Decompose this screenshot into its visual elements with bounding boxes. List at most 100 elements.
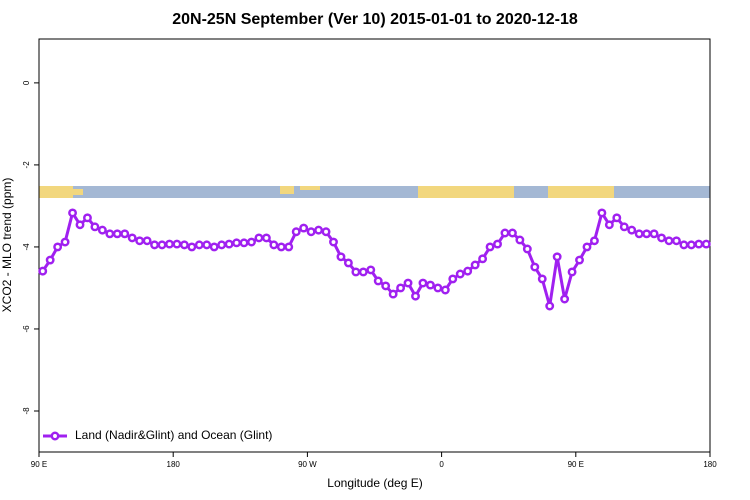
data-point — [269, 240, 279, 250]
data-point — [53, 242, 63, 252]
data-point — [388, 289, 398, 299]
data-point — [254, 233, 264, 243]
data-point — [366, 265, 376, 275]
data-point — [545, 301, 555, 311]
x-tick-label: 90 E — [31, 460, 47, 469]
data-point — [112, 229, 122, 239]
y-tick-label: -8 — [22, 407, 31, 415]
data-point — [560, 294, 570, 304]
data-point — [418, 278, 428, 288]
plot-frame — [38, 38, 711, 453]
data-point — [634, 229, 644, 239]
data-point — [455, 269, 465, 279]
data-point — [314, 225, 324, 235]
data-point — [537, 274, 547, 284]
data-point — [478, 254, 488, 264]
data-point — [672, 236, 681, 246]
data-point — [694, 239, 704, 249]
data-point — [686, 240, 696, 250]
data-point — [209, 242, 219, 252]
data-point — [202, 240, 212, 250]
data-point — [306, 227, 316, 237]
y-tick-label: -2 — [22, 161, 31, 169]
data-point — [217, 240, 227, 250]
data-point — [619, 222, 629, 232]
chart-title: 20N-25N September (Ver 10) 2015-01-01 to… — [172, 11, 578, 28]
data-point — [582, 242, 592, 252]
data-point — [485, 242, 495, 252]
data-point — [343, 258, 353, 268]
data-point — [97, 225, 107, 235]
data-point — [515, 235, 525, 245]
data-point — [642, 229, 652, 239]
data-point — [381, 281, 391, 291]
data-point — [351, 267, 361, 277]
data-point — [239, 238, 249, 248]
data-point — [75, 220, 85, 230]
data-point — [440, 285, 450, 295]
data-point — [179, 240, 189, 250]
data-point — [299, 223, 309, 233]
x-tick-label: 180 — [703, 460, 717, 469]
x-tick-label: 0 — [439, 460, 444, 469]
data-point — [194, 240, 204, 250]
data-point — [604, 220, 614, 230]
data-point — [448, 274, 458, 284]
data-point — [284, 242, 294, 252]
x-tick-label: 90 E — [568, 460, 584, 469]
data-point — [135, 236, 145, 246]
data-point — [329, 237, 338, 247]
data-point — [105, 229, 115, 239]
y-tick-label: -4 — [22, 243, 31, 251]
data-point — [60, 237, 70, 247]
data-point — [336, 252, 346, 262]
data-point — [224, 239, 234, 249]
data-point — [470, 260, 480, 270]
data-point — [567, 267, 577, 277]
x-tick-label: 90 W — [298, 460, 317, 469]
legend-label: Land (Nadir&Glint) and Ocean (Glint) — [75, 428, 272, 442]
data-point — [425, 280, 435, 290]
data-point — [589, 236, 599, 246]
data-point — [232, 238, 242, 248]
data-point — [396, 283, 406, 293]
data-point — [45, 255, 55, 265]
data-point — [68, 208, 78, 218]
data-point — [291, 227, 301, 237]
data-point — [522, 244, 532, 254]
data-point — [247, 237, 256, 247]
data-point — [358, 267, 368, 277]
data-point — [657, 233, 666, 243]
data-point — [664, 236, 674, 246]
data-point — [701, 239, 711, 249]
data-point — [90, 222, 100, 232]
data-point — [612, 213, 622, 223]
data-point — [627, 225, 637, 235]
data-point — [679, 240, 689, 250]
legend-marker — [50, 431, 60, 441]
data-point — [552, 252, 562, 262]
data-point — [127, 233, 137, 243]
data-point — [500, 228, 510, 238]
data-point — [321, 227, 331, 237]
y-axis-label: XCO2 - MLO trend (ppm) — [0, 178, 14, 313]
data-point — [649, 229, 659, 239]
data-point — [403, 278, 413, 288]
data-point — [493, 239, 502, 249]
data-point — [150, 240, 160, 250]
data-point — [597, 208, 607, 218]
data-point — [38, 266, 48, 276]
data-point — [165, 239, 174, 249]
data-point — [157, 240, 167, 250]
x-axis-label: Longitude (deg E) — [327, 476, 422, 490]
data-point — [276, 242, 286, 252]
x-tick-label: 180 — [167, 460, 181, 469]
data-point — [261, 233, 271, 243]
data-point — [507, 228, 517, 238]
data-point — [172, 239, 182, 249]
map-strip — [39, 186, 710, 198]
data-point — [83, 213, 92, 223]
data-point — [463, 266, 473, 276]
y-tick-label: -6 — [22, 325, 31, 333]
